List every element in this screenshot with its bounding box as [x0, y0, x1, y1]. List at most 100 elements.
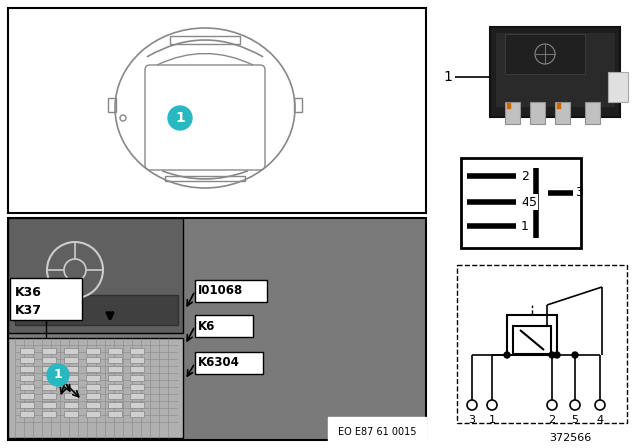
Bar — [86, 348, 100, 354]
Bar — [507, 103, 511, 109]
Bar — [108, 384, 122, 390]
Bar — [505, 102, 520, 124]
Text: 5: 5 — [529, 195, 537, 208]
Bar — [495, 32, 615, 107]
Bar — [86, 366, 100, 372]
Bar — [130, 393, 144, 399]
Bar — [513, 326, 551, 354]
Bar — [130, 384, 144, 390]
Bar — [294, 98, 302, 112]
Text: 1: 1 — [444, 70, 452, 84]
Bar — [64, 366, 78, 372]
Text: 2: 2 — [548, 415, 556, 425]
Bar — [170, 36, 240, 44]
Bar — [195, 352, 263, 374]
Bar — [130, 411, 144, 417]
Text: K6304: K6304 — [198, 357, 240, 370]
Bar — [108, 357, 122, 363]
Circle shape — [120, 115, 126, 121]
Bar — [20, 384, 34, 390]
Text: 4: 4 — [521, 195, 529, 208]
Circle shape — [547, 400, 557, 410]
Text: 3: 3 — [468, 415, 476, 425]
Bar — [130, 357, 144, 363]
Bar — [165, 176, 245, 181]
Circle shape — [47, 364, 69, 386]
Text: K36: K36 — [15, 287, 42, 300]
Text: 372566: 372566 — [549, 433, 591, 443]
Bar — [108, 348, 122, 354]
Bar — [130, 375, 144, 381]
Bar — [20, 357, 34, 363]
Circle shape — [467, 400, 477, 410]
Bar — [64, 402, 78, 408]
Circle shape — [595, 400, 605, 410]
FancyArrowPatch shape — [147, 40, 262, 56]
Bar — [64, 348, 78, 354]
Bar — [15, 295, 178, 325]
Text: EO E87 61 0015: EO E87 61 0015 — [338, 427, 417, 437]
Bar — [195, 315, 253, 337]
Text: 4: 4 — [596, 415, 604, 425]
Bar — [195, 280, 267, 302]
Bar — [130, 402, 144, 408]
Circle shape — [572, 352, 578, 358]
Text: I01068: I01068 — [198, 284, 243, 297]
Circle shape — [487, 400, 497, 410]
Bar — [457, 265, 627, 423]
Text: 2: 2 — [521, 169, 529, 182]
Circle shape — [570, 400, 580, 410]
Bar — [42, 393, 56, 399]
Bar — [86, 375, 100, 381]
Bar — [42, 366, 56, 372]
Bar — [585, 102, 600, 124]
Bar — [8, 218, 426, 440]
Bar — [8, 8, 426, 213]
Circle shape — [504, 352, 510, 358]
Bar — [20, 402, 34, 408]
Bar — [42, 348, 56, 354]
Bar — [20, 375, 34, 381]
Bar — [108, 375, 122, 381]
Bar — [20, 411, 34, 417]
Bar — [86, 411, 100, 417]
Bar — [490, 27, 620, 117]
Bar — [10, 278, 82, 320]
Bar — [64, 393, 78, 399]
Bar — [64, 384, 78, 390]
Text: 1: 1 — [54, 369, 62, 382]
Bar — [42, 375, 56, 381]
Circle shape — [168, 106, 192, 130]
Bar — [86, 357, 100, 363]
Bar — [86, 393, 100, 399]
Bar — [42, 411, 56, 417]
Bar — [108, 98, 116, 112]
Text: 5: 5 — [572, 415, 579, 425]
Bar — [108, 411, 122, 417]
Bar — [8, 338, 183, 438]
Bar — [8, 218, 183, 333]
Bar — [555, 102, 570, 124]
Bar — [108, 393, 122, 399]
Bar — [42, 384, 56, 390]
Bar — [64, 411, 78, 417]
Bar — [108, 366, 122, 372]
Bar — [20, 348, 34, 354]
Text: 1: 1 — [488, 415, 495, 425]
Bar — [461, 158, 581, 248]
Bar — [20, 366, 34, 372]
Text: 1: 1 — [521, 220, 529, 233]
Bar — [608, 72, 628, 102]
Bar — [130, 348, 144, 354]
Bar — [20, 393, 34, 399]
Bar — [42, 357, 56, 363]
Bar — [86, 384, 100, 390]
Bar — [108, 402, 122, 408]
Bar — [42, 402, 56, 408]
Bar — [505, 34, 585, 74]
Bar — [130, 366, 144, 372]
Circle shape — [554, 352, 560, 358]
Bar — [64, 375, 78, 381]
Bar — [557, 103, 561, 109]
Bar — [530, 102, 545, 124]
